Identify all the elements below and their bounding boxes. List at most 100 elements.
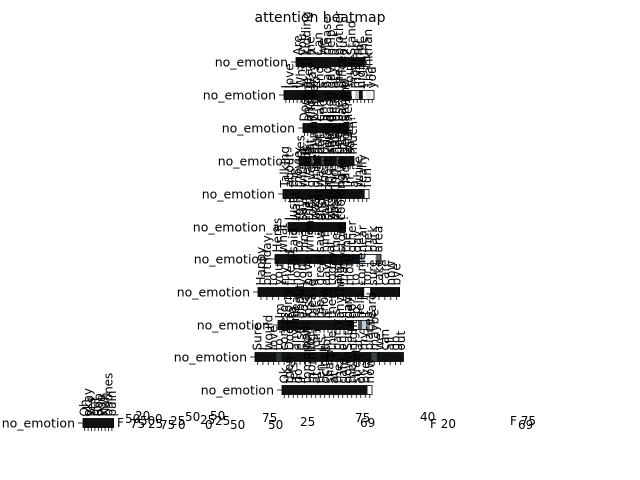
heatmap-cell: [364, 189, 370, 199]
heatmap-cell: [318, 352, 325, 362]
heatmap-cell: [296, 57, 301, 67]
heatmap-cell: [398, 352, 404, 362]
heatmap-cell: [322, 254, 329, 264]
token-label: you: [365, 66, 379, 88]
heatmap-cell: [336, 156, 340, 166]
heatmap-cell: [349, 156, 352, 166]
token-label: fun: [325, 168, 339, 187]
heatmap-cell: [381, 287, 389, 297]
heatmap-cell: [308, 189, 314, 199]
heatmap-cell: [83, 418, 87, 428]
heatmap-cell: [358, 385, 364, 395]
heatmap-cell: [296, 254, 302, 264]
token-label: all: [383, 336, 397, 350]
row-label: no_emotion: [215, 55, 288, 70]
token-label: much: [346, 121, 360, 155]
token-label: the: [331, 69, 345, 89]
heatmap-cell: [330, 189, 335, 199]
token-label: many: [337, 252, 351, 286]
heatmap-cell: [336, 222, 340, 232]
token-label: but: [88, 396, 102, 416]
heatmap-cell: [294, 222, 298, 232]
heatmap-cell: [263, 287, 271, 297]
token-label: okay: [81, 388, 95, 417]
heatmap-cell: [282, 320, 287, 330]
token-label: the: [361, 233, 375, 253]
token-label: now: [363, 359, 377, 384]
token-label: day: [350, 230, 364, 252]
heatmap-frame: [257, 287, 401, 297]
token-label: the: [357, 36, 371, 56]
token-label: to: [304, 338, 318, 350]
heatmap-cell: [337, 123, 341, 133]
heatmap-cell: [318, 123, 322, 133]
token-label: with: [341, 129, 355, 154]
token-label: ?: [307, 49, 321, 55]
token-label: there: [325, 287, 339, 319]
heatmap-cell: [299, 156, 302, 166]
heatmap-cell: [312, 123, 316, 133]
heatmap-cell: [301, 156, 305, 166]
token-label: you: [272, 263, 286, 285]
token-label: great: [311, 188, 325, 220]
heatmap-cell: [282, 385, 287, 395]
heatmap-cell: [302, 90, 307, 100]
heatmap-cell: [345, 385, 350, 395]
token-label: good: [322, 92, 336, 122]
heatmap-cell: [318, 385, 323, 395]
token-label: my: [350, 70, 364, 89]
heatmap-cell: [300, 57, 305, 67]
token-label: then: [282, 356, 296, 383]
token-label: for: [353, 39, 367, 56]
heatmap-cell: [349, 123, 353, 133]
heatmap-cell: [318, 320, 323, 330]
token-label: hope: [289, 256, 303, 286]
token-label: tomorrow: [300, 326, 314, 384]
heatmap-cell: [308, 352, 314, 362]
token-label: me: [303, 36, 317, 55]
heatmap-cell: [319, 156, 322, 166]
token-label: have: [334, 158, 348, 187]
heatmap-cell: [265, 352, 272, 362]
heatmap-cell: [352, 287, 359, 297]
token-label: much: [306, 121, 320, 155]
token-label: Saturday: [341, 296, 355, 350]
heatmap-cell: [345, 352, 351, 362]
token-label: here: [341, 94, 355, 121]
heatmap-cell: [363, 385, 368, 395]
bottom-tick-label: 50: [210, 409, 225, 423]
heatmap-cell: [309, 156, 312, 166]
heatmap-cell: [309, 123, 313, 133]
token-label: about: [282, 153, 296, 188]
heatmap-cell: [314, 90, 319, 100]
token-label: I: [330, 184, 344, 188]
heatmap-row: no_emotionImsosorrytohearaboutyourlosspl…: [197, 266, 379, 333]
heatmap-cell: [86, 418, 91, 428]
heatmap-cell: [284, 90, 289, 100]
token-label: at: [324, 240, 338, 252]
token-label: you: [95, 394, 109, 416]
heatmap-cell: [370, 320, 375, 330]
token-label: do: [345, 304, 359, 319]
heatmap-cell: [376, 352, 383, 362]
token-label: night: [346, 319, 360, 350]
token-label: card: [365, 292, 379, 318]
token-label: Does: [282, 320, 296, 350]
heatmap-cell: [366, 90, 371, 100]
token-label: was: [308, 197, 322, 220]
heatmap-cell: [297, 222, 302, 232]
heatmap-cell: [329, 156, 332, 166]
token-label: your: [297, 291, 311, 318]
token-label: store: [334, 222, 348, 252]
token-label: it: [295, 375, 309, 383]
token-label: love: [267, 325, 281, 350]
token-label: I: [316, 151, 330, 155]
token-label: and: [315, 198, 329, 221]
heatmap-cell: [285, 254, 292, 264]
heatmap-cell: [286, 385, 292, 395]
token-label: anyone: [288, 306, 302, 350]
heatmap-cell: [275, 254, 281, 264]
heatmap-cell: [343, 123, 347, 133]
token-label: it: [296, 146, 310, 154]
token-label: while: [351, 156, 365, 187]
